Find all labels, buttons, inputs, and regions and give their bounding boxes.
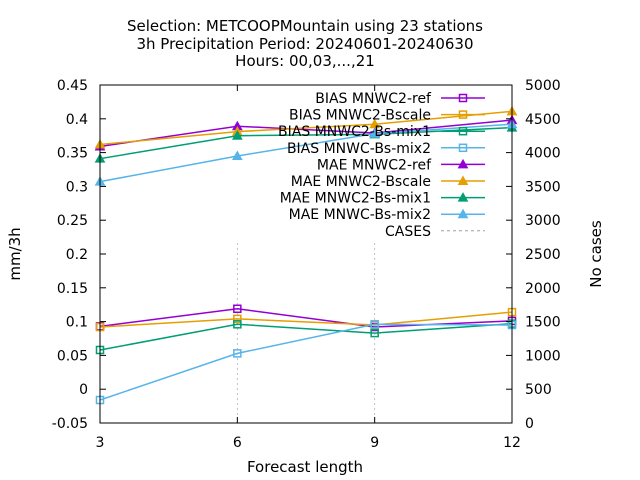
legend-marker-mae-mnwc-bs-mix2 <box>457 208 469 219</box>
y2-tick-label: 1000 <box>525 348 561 364</box>
y-tick-label: 0.45 <box>57 78 88 94</box>
y-tick-label: 0.05 <box>57 348 88 364</box>
legend-marker-bias-mnwc2-ref <box>458 93 468 103</box>
legend-marker-mae-mnwc2-bscale <box>457 175 469 185</box>
legend-label-bias-mnwc2-ref: BIAS MNWC2-ref <box>315 91 432 107</box>
chart-title-line-1: Selection: METCOOPMountain using 23 stat… <box>127 17 483 35</box>
y-tick-label: 0.35 <box>57 146 88 162</box>
y2-tick-label: 0 <box>525 416 534 432</box>
x-tick-label: 6 <box>233 435 242 451</box>
data-point-mae-mnwc2-bscale-x9 <box>369 118 381 129</box>
y2-tick-label: 4500 <box>525 112 561 128</box>
y2-tick-label: 3500 <box>525 179 561 195</box>
y-axis-label: mm/3h <box>6 227 24 280</box>
x-tick-label: 9 <box>370 435 379 451</box>
legend-marker-bias-mnwc2-bs-mix1 <box>458 126 468 136</box>
data-point-mae-mnwc-bs-mix2-x9 <box>369 128 381 138</box>
y-tick-label: 0.15 <box>57 281 88 297</box>
data-point-mae-mnwc2-bs-mix1-x6 <box>231 130 243 140</box>
legend-marker-mae-mnwc2-ref <box>457 158 469 169</box>
y-tick-label: 0.3 <box>66 179 88 195</box>
chart-title-line-3: Hours: 00,03,...,21 <box>235 52 375 70</box>
y2-tick-label: 3000 <box>525 213 561 229</box>
legend-label-mae-mnwc2-ref: MAE MNWC2-ref <box>317 157 432 173</box>
data-point-bias-mnwc-bs-mix2-x9 <box>370 320 379 329</box>
y-tick-label: 0 <box>79 382 88 398</box>
y-tick-label: 0.4 <box>66 112 88 128</box>
y2-tick-label: 2000 <box>525 281 561 297</box>
legend-marker-mae-mnwc2-bs-mix1 <box>457 192 469 202</box>
y-tick-label: 0.2 <box>66 247 88 263</box>
legend-label-mae-mnwc2-bs-mix1: MAE MNWC2-Bs-mix1 <box>280 191 431 207</box>
y2-tick-label: 4000 <box>525 146 561 162</box>
x-tick-label: 12 <box>503 435 521 451</box>
y2-tick-label: 5000 <box>525 78 561 94</box>
data-point-bias-mnwc2-bscale-x6 <box>233 314 242 324</box>
data-point-bias-mnwc-bs-mix2-x6 <box>233 349 242 358</box>
series-line-bias-mnwc-bs-mix2 <box>99 323 513 401</box>
y2-tick-label: 1500 <box>525 315 561 331</box>
series-line-mae-mnwc2-bscale <box>99 110 513 146</box>
data-point-mae-mnwc-bs-mix2-x6 <box>231 150 243 160</box>
chart-title-line-2: 3h Precipitation Period: 20240601-202406… <box>136 35 473 53</box>
y-tick-label: 0.1 <box>66 315 88 331</box>
axes: -0.05 0 0.05 0.1 0.15 0.2 0.25 0.3 0.35 0.4 0.45 0 5… <box>52 78 561 451</box>
legend-label-mae-mnwc2-bscale: MAE MNWC2-Bscale <box>291 174 431 190</box>
x-axis-label: Forecast length <box>247 458 363 476</box>
y2-axis-label: No cases <box>587 220 605 288</box>
legend-label-mae-mnwc-bs-mix2: MAE MNWC-Bs-mix2 <box>289 207 431 223</box>
data-point-bias-mnwc2-bs-mix1-x9 <box>370 328 379 338</box>
x-tick-label: 3 <box>96 435 105 451</box>
legend-label-bias-mnwc2-bscale: BIAS MNWC2-Bscale <box>289 108 431 124</box>
series-line-bias-mnwc2-bs-mix1 <box>99 322 513 351</box>
y2-tick-label: 500 <box>525 382 552 398</box>
y2-tick-label: 2500 <box>525 247 561 263</box>
series-line-bias-mnwc2-bscale <box>99 311 513 328</box>
y-tick-label: 0.25 <box>57 213 88 229</box>
data-point-bias-mnwc2-bs-mix1-x6 <box>233 320 242 329</box>
legend-marker-bias-mnwc-bs-mix2 <box>458 143 468 153</box>
series-line-mae-mnwc2-ref <box>99 119 513 148</box>
legend-label-bias-mnwc-bs-mix2: BIAS MNWC-Bs-mix2 <box>287 141 431 157</box>
data-point-bias-mnwc2-ref-x6 <box>233 304 242 314</box>
legend-label-cases: CASES <box>385 224 431 240</box>
legend-marker-bias-mnwc2-bscale <box>458 110 468 119</box>
legend-label-bias-mnwc2-bs-mix1: BIAS MNWC2-Bs-mix1 <box>278 124 431 140</box>
y-tick-label: -0.05 <box>52 416 88 432</box>
series-line-mae-mnwc-bs-mix2 <box>99 123 513 183</box>
